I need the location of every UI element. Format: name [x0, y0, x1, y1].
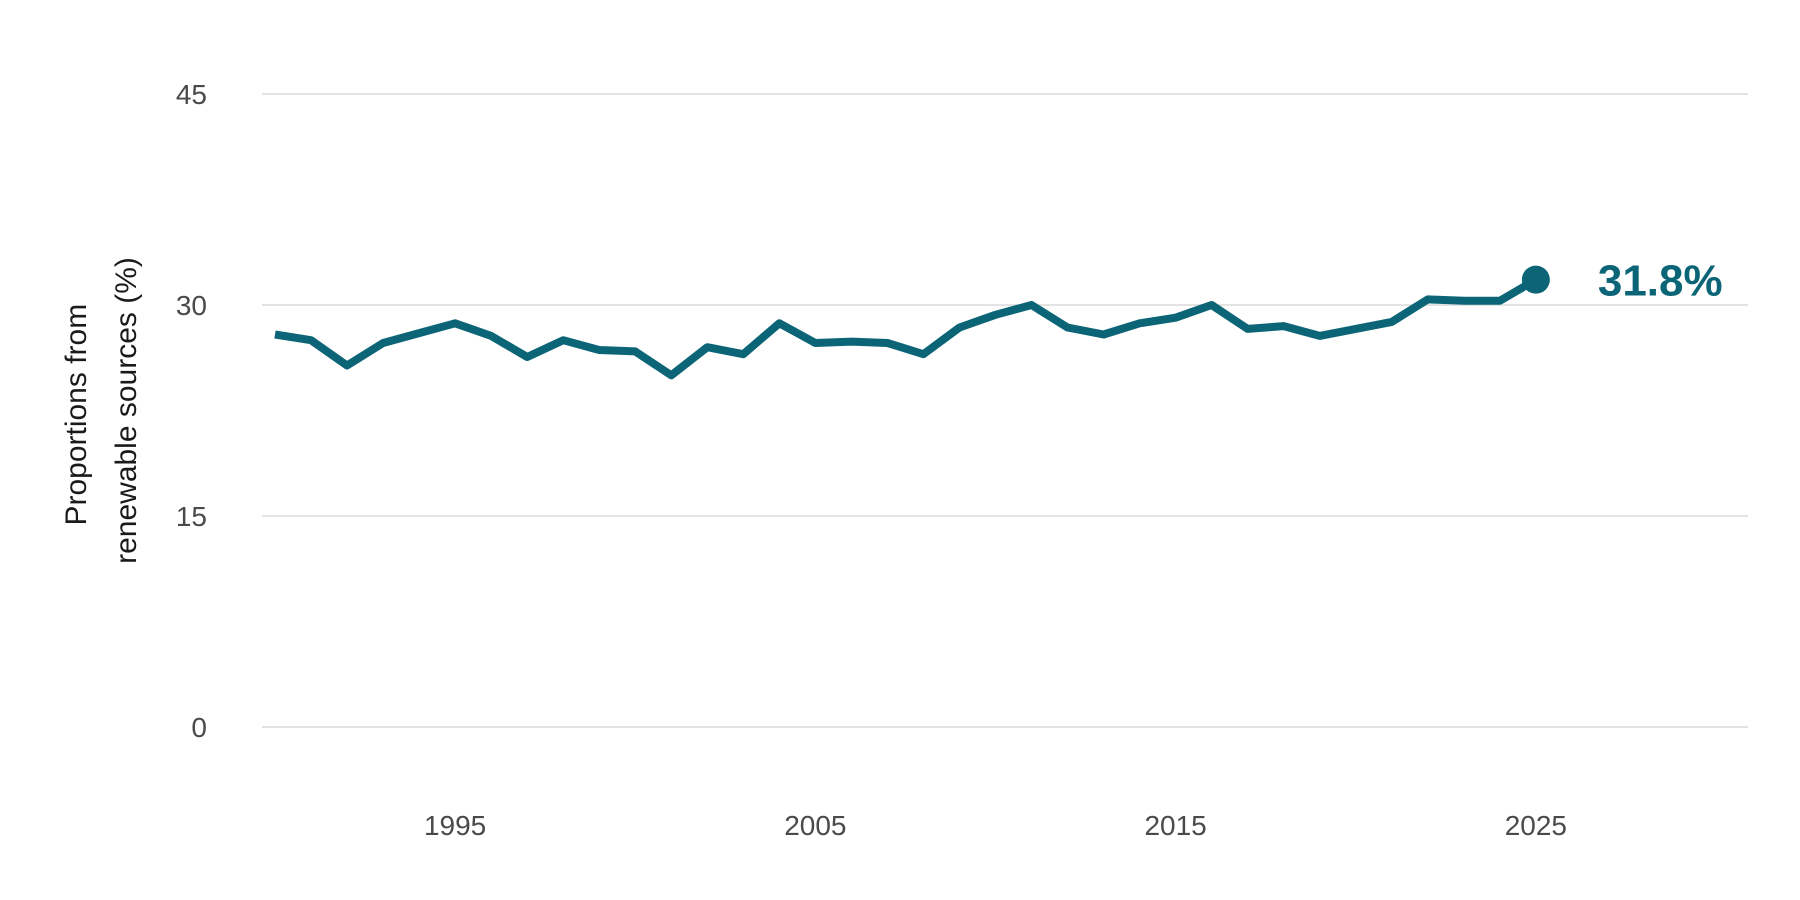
y-tick-label: 15 [176, 501, 207, 532]
y-axis-title-line-2: renewable sources (%) [110, 257, 143, 564]
series-line [274, 276, 1538, 380]
series-layer [274, 265, 1550, 380]
x-tick-label: 1995 [424, 810, 486, 841]
gridlines [262, 93, 1748, 728]
y-tick-label: 30 [176, 290, 207, 321]
x-axis-ticks: 1995 2005 2015 2025 [424, 810, 1567, 841]
x-tick-label: 2015 [1144, 810, 1206, 841]
y-tick-label: 0 [191, 712, 207, 743]
end-point-marker [1521, 265, 1550, 294]
y-axis-ticks: 0 15 30 45 [176, 79, 207, 743]
y-tick-label: 45 [176, 79, 207, 110]
end-value-label: 31.8% [1598, 257, 1723, 306]
x-tick-label: 2025 [1505, 810, 1567, 841]
x-tick-label: 2005 [784, 810, 846, 841]
y-axis-title-line-1: Proportions from [60, 304, 93, 526]
y-axis-title: Proportions from renewable sources (%) [60, 257, 143, 564]
